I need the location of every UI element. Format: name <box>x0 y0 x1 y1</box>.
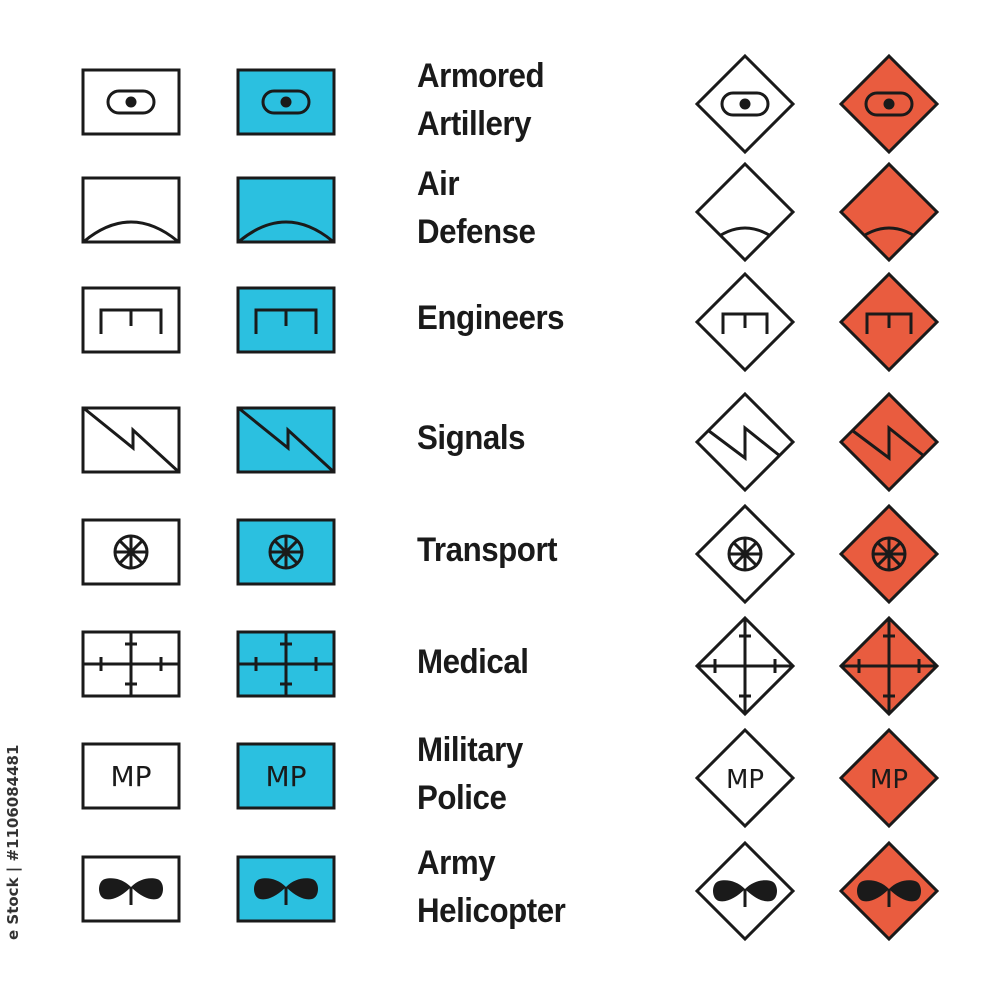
friendly-unframed-army-helicopter <box>81 855 181 923</box>
friendly-transport <box>236 518 336 586</box>
medical-icon <box>83 632 179 696</box>
friendly-military-police: MP <box>236 742 336 810</box>
label-line: Medical <box>417 643 529 681</box>
label-line: Signals <box>417 419 526 457</box>
rect-frame <box>238 408 334 472</box>
hostile-unframed-medical <box>694 615 796 717</box>
label-armored-artillery: Armored Artillery <box>417 52 545 148</box>
friendly-unframed-military-police: MP <box>81 742 181 810</box>
medical-icon <box>238 632 334 696</box>
hostile-military-police: MP <box>838 727 940 829</box>
hostile-unframed-military-police: MP <box>694 727 796 829</box>
army-helicopter-icon <box>857 880 921 907</box>
hostile-armored-artillery <box>838 53 940 155</box>
label-line: Armored <box>417 57 545 95</box>
hostile-unframed-armored-artillery <box>694 53 796 155</box>
medical-icon <box>697 618 793 714</box>
armored-artillery-icon <box>106 89 156 115</box>
label-air-defense: Air Defense <box>417 160 536 256</box>
hostile-engineers <box>838 271 940 373</box>
transport-icon <box>268 534 304 570</box>
label-army-helicopter: Army Helicopter <box>417 839 566 935</box>
label-line: Army <box>417 844 496 882</box>
army-helicopter-icon <box>99 878 163 905</box>
friendly-army-helicopter <box>236 855 336 923</box>
label-line: Air <box>417 165 460 203</box>
hostile-unframed-transport <box>694 503 796 605</box>
label-military-police: Military Police <box>417 726 523 822</box>
diamond-frame <box>697 164 793 260</box>
signals-icon <box>83 408 179 472</box>
hostile-signals <box>838 391 940 493</box>
air-defense-icon <box>238 220 334 242</box>
engineers-icon <box>865 312 913 334</box>
label-line: Helicopter <box>417 892 566 930</box>
friendly-engineers <box>236 286 336 354</box>
label-line: Engineers <box>417 299 565 337</box>
medical-icon <box>841 618 937 714</box>
engineers-icon <box>254 308 318 334</box>
friendly-unframed-engineers <box>81 286 181 354</box>
engineers-icon <box>721 312 769 334</box>
signals-icon <box>238 408 334 472</box>
rect-frame <box>83 408 179 472</box>
label-line: Military <box>417 731 523 769</box>
hostile-unframed-army-helicopter <box>694 840 796 942</box>
rect-frame <box>238 744 334 808</box>
watermark: e Stock | #1106084481 <box>4 744 22 940</box>
engineers-icon <box>99 308 163 334</box>
transport-icon <box>113 534 149 570</box>
friendly-air-defense <box>236 176 336 244</box>
hostile-unframed-air-defense <box>694 161 796 263</box>
rect-frame <box>83 744 179 808</box>
hostile-army-helicopter <box>838 840 940 942</box>
signals-icon <box>704 424 786 462</box>
friendly-signals <box>236 406 336 474</box>
transport-icon <box>727 536 763 572</box>
friendly-armored-artillery <box>236 68 336 136</box>
armored-artillery-icon <box>864 91 914 117</box>
friendly-unframed-signals <box>81 406 181 474</box>
air-defense-icon <box>83 220 179 242</box>
armored-artillery-icon <box>261 89 311 115</box>
army-helicopter-icon <box>713 880 777 907</box>
army-helicopter-icon <box>254 878 318 905</box>
friendly-unframed-air-defense <box>81 176 181 244</box>
military-police-icon: MP <box>726 765 764 795</box>
diamond-frame <box>841 164 937 260</box>
hostile-unframed-engineers <box>694 271 796 373</box>
friendly-unframed-medical <box>81 630 181 698</box>
hostile-air-defense <box>838 161 940 263</box>
hostile-medical <box>838 615 940 717</box>
label-line: Artillery <box>417 105 532 143</box>
armored-artillery-icon <box>720 91 770 117</box>
friendly-medical <box>236 630 336 698</box>
signals-icon <box>848 424 930 462</box>
label-line: Defense <box>417 213 536 251</box>
military-police-icon: MP <box>265 760 306 793</box>
hostile-unframed-signals <box>694 391 796 493</box>
mp-text: MP <box>726 765 764 795</box>
transport-icon <box>871 536 907 572</box>
label-engineers: Engineers <box>417 294 565 342</box>
mp-text: MP <box>110 760 151 793</box>
friendly-unframed-armored-artillery <box>81 68 181 136</box>
label-line: Police <box>417 779 507 817</box>
label-transport: Transport <box>417 526 558 574</box>
label-line: Transport <box>417 531 558 569</box>
label-signals: Signals <box>417 414 526 462</box>
friendly-unframed-transport <box>81 518 181 586</box>
mp-text: MP <box>265 760 306 793</box>
label-medical: Medical <box>417 638 529 686</box>
hostile-transport <box>838 503 940 605</box>
mp-text: MP <box>870 765 908 795</box>
military-police-icon: MP <box>110 760 151 793</box>
military-police-icon: MP <box>870 765 908 795</box>
